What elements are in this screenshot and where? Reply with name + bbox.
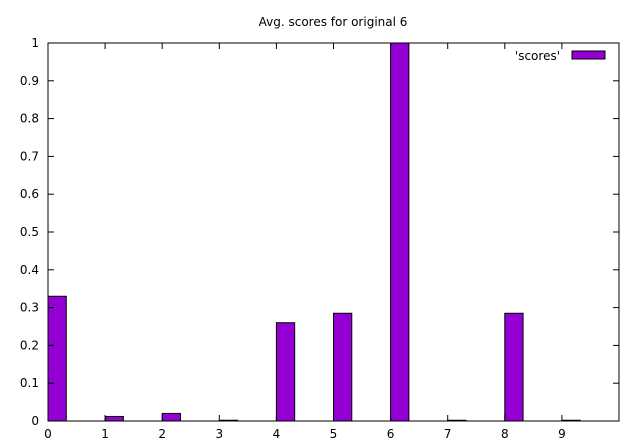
y-tick-label: 0.9: [20, 74, 39, 88]
y-tick-label: 0.1: [20, 376, 39, 390]
x-tick-label: 8: [501, 427, 509, 441]
bar: [275, 322, 296, 422]
x-tick-label: 5: [330, 427, 338, 441]
x-tick-label: 1: [101, 427, 109, 441]
bar: [104, 415, 124, 422]
x-tick-label: 4: [273, 427, 281, 441]
y-tick-label: 0.8: [20, 112, 39, 126]
plot-frame: [47, 42, 620, 422]
x-tick-label: 2: [158, 427, 166, 441]
y-tick-label: 0.6: [20, 187, 39, 201]
bar: [504, 312, 524, 422]
bar: [161, 412, 181, 422]
y-tick-label: 0.5: [20, 225, 39, 239]
legend: 'scores': [515, 49, 606, 63]
x-tick-label: 6: [387, 427, 395, 441]
y-tick-label: 0.4: [20, 263, 39, 277]
y-tick-label: 0.7: [20, 149, 39, 163]
ticks-layer: 0 0.1 0.2 0.3 0.4 0.5 0.6 0.7 0.8 0.9 1 0 1 2 3 4 5 6 7 8 9: [20, 36, 619, 441]
bars-layer: [47, 42, 581, 422]
bar: [333, 312, 353, 422]
y-tick-label: 0.3: [20, 301, 39, 315]
y-tick-label: 0: [31, 414, 39, 428]
bar: [47, 295, 67, 422]
legend-swatch: [571, 50, 606, 60]
x-tick-label: 0: [44, 427, 52, 441]
x-tick-label: 7: [444, 427, 452, 441]
y-tick-label: 1: [31, 36, 39, 50]
bar: [390, 42, 410, 422]
chart-title: Avg. scores for original 6: [259, 15, 408, 29]
x-tick-label: 9: [558, 427, 566, 441]
y-tick-label: 0.2: [20, 338, 39, 352]
x-tick-label: 3: [215, 427, 223, 441]
legend-label: 'scores': [515, 49, 560, 63]
